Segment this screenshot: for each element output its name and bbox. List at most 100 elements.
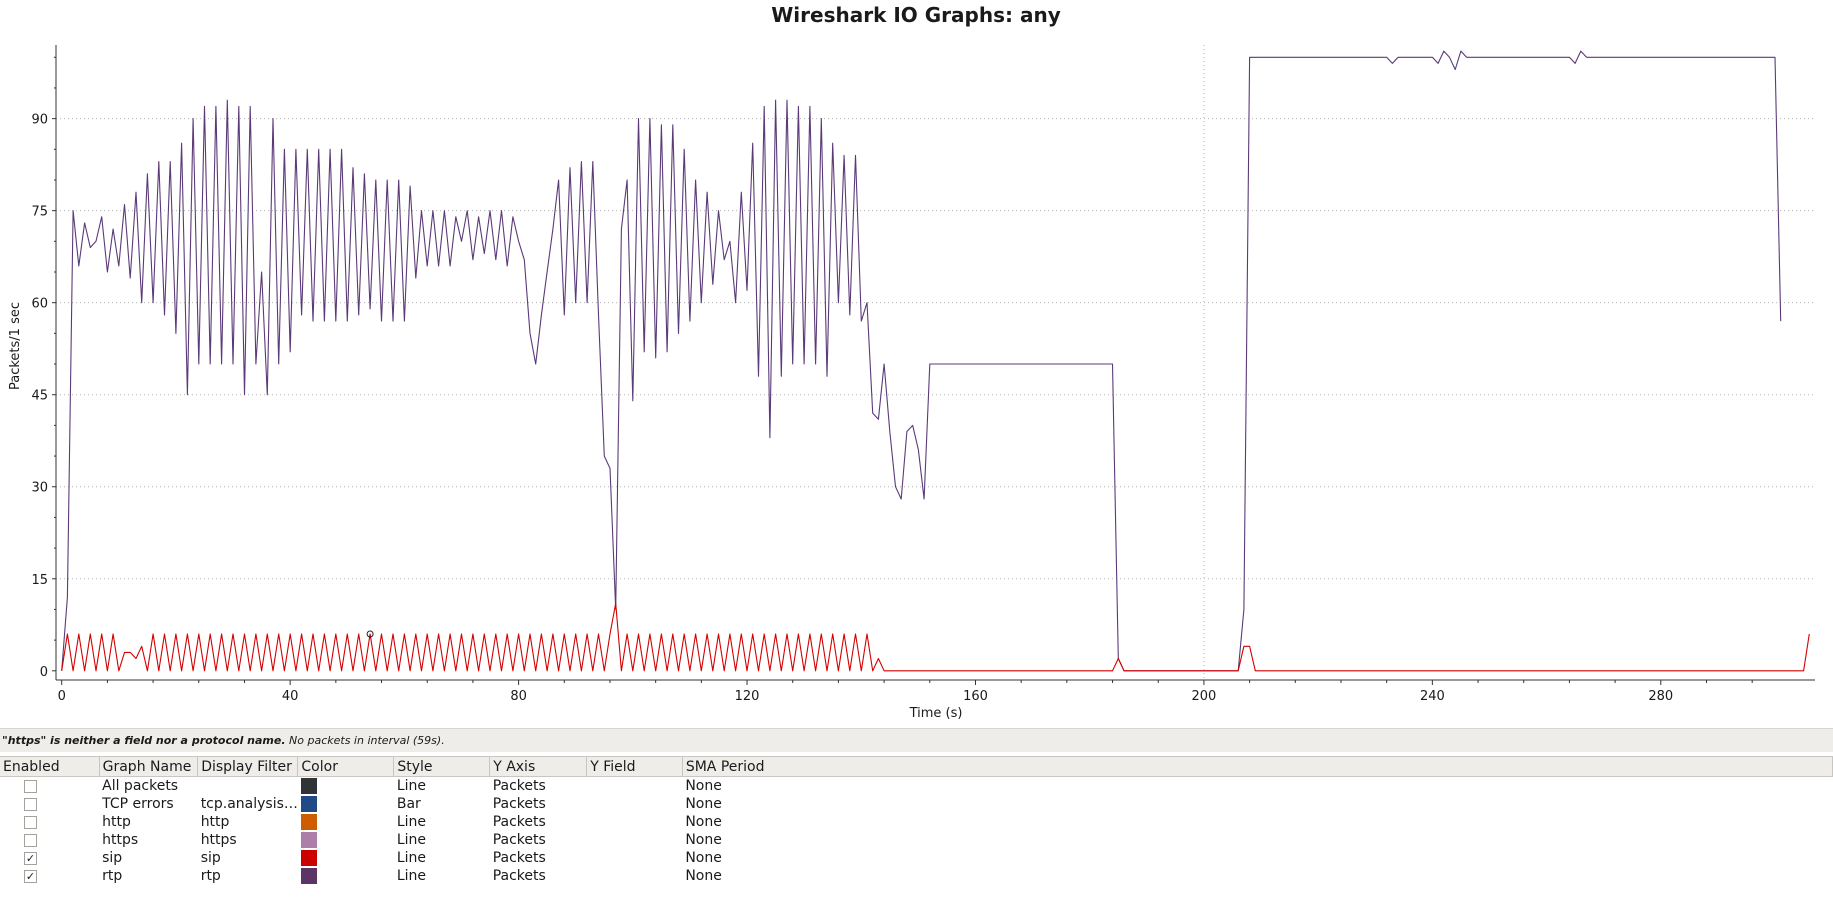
- column-header[interactable]: Color: [297, 756, 395, 777]
- table-header-row: Enabled Graph Name Display Filter Color Styl…: [0, 756, 1833, 777]
- y-axis-cell[interactable]: Packets: [492, 814, 546, 830]
- display-filter-cell[interactable]: [198, 777, 298, 796]
- color-cell[interactable]: [298, 831, 394, 849]
- display-filter-cell[interactable]: https: [200, 832, 237, 848]
- sma-period-cell[interactable]: None: [685, 796, 722, 812]
- style-cell[interactable]: Line: [396, 814, 427, 830]
- color-swatch[interactable]: [300, 778, 317, 794]
- style-cell[interactable]: Line: [396, 868, 427, 884]
- sma-period-cell[interactable]: None: [685, 868, 722, 884]
- checkbox[interactable]: ✓: [24, 869, 37, 883]
- series-point-marker: [366, 630, 374, 638]
- checkbox[interactable]: [24, 833, 37, 847]
- series-line-rtp: [61, 50, 1782, 672]
- y-field-cell[interactable]: [587, 831, 683, 849]
- enabled-checkbox[interactable]: [0, 795, 99, 813]
- color-cell[interactable]: [298, 777, 394, 796]
- column-header[interactable]: Style: [393, 756, 491, 777]
- y-field-cell[interactable]: [587, 867, 683, 885]
- y-field-cell[interactable]: [587, 777, 683, 796]
- status-bar: "https" is neither a field nor a protoco…: [0, 728, 1833, 752]
- enabled-checkbox[interactable]: ✓: [0, 867, 99, 885]
- y-axis-cell[interactable]: Packets: [492, 796, 546, 812]
- display-filter-cell[interactable]: sip: [200, 850, 221, 866]
- column-header[interactable]: Y Field: [586, 756, 683, 777]
- color-swatch[interactable]: [300, 814, 317, 830]
- graph-list: Enabled Graph Name Display Filter Color Styl…: [0, 756, 1833, 901]
- color-cell[interactable]: [298, 849, 394, 867]
- y-tick-label: 90: [31, 113, 48, 128]
- graph-name-cell[interactable]: All packets: [102, 778, 179, 794]
- y-field-cell[interactable]: [587, 813, 683, 831]
- style-cell[interactable]: Bar: [396, 796, 421, 812]
- grid-lines: [56, 45, 1815, 680]
- color-swatch[interactable]: [300, 868, 317, 884]
- style-cell[interactable]: Line: [396, 832, 427, 848]
- table-row[interactable]: https https Line Packets None: [0, 831, 1833, 849]
- x-axis-label: Time (s): [909, 706, 963, 721]
- color-cell[interactable]: [298, 795, 394, 813]
- y-tick-label: 15: [31, 573, 48, 588]
- checkbox[interactable]: [24, 797, 37, 811]
- sma-period-cell[interactable]: None: [685, 850, 722, 866]
- style-cell[interactable]: Line: [396, 778, 427, 794]
- x-tick-label: 40: [282, 689, 299, 704]
- enabled-checkbox[interactable]: [0, 777, 99, 796]
- graph-name-cell[interactable]: sip: [102, 850, 123, 866]
- table-body: All packets Line Packets None TCP errors tcp.…: [0, 777, 1833, 886]
- table-row[interactable]: ✓ sip sip Line Packets None: [0, 849, 1833, 867]
- y-field-cell[interactable]: [587, 795, 683, 813]
- table-row[interactable]: TCP errors tcp.analysis… Bar Packets None: [0, 795, 1833, 813]
- style-cell[interactable]: Line: [396, 850, 427, 866]
- series-line-sip: [61, 602, 1810, 672]
- sma-period-cell[interactable]: None: [685, 814, 722, 830]
- enabled-checkbox[interactable]: ✓: [0, 849, 99, 867]
- enabled-checkbox[interactable]: [0, 831, 99, 849]
- enabled-checkbox[interactable]: [0, 813, 99, 831]
- series-lines: [61, 50, 1810, 672]
- column-header[interactable]: SMA Period: [682, 756, 1833, 777]
- io-graph-canvas[interactable]: Wireshark IO Graphs: any 0 15 30 45 60 75 90 0 4…: [0, 0, 1833, 725]
- color-swatch[interactable]: [300, 832, 317, 848]
- y-axis-cell[interactable]: Packets: [492, 850, 546, 866]
- display-filter-cell[interactable]: tcp.analysis…: [200, 796, 298, 812]
- column-header[interactable]: Enabled: [0, 756, 100, 777]
- y-tick-label: 30: [31, 481, 48, 496]
- io-graph-plot[interactable]: Wireshark IO Graphs: any 0 15 30 45 60 75 90 0 4…: [0, 0, 1833, 725]
- graph-name-cell[interactable]: TCP errors: [102, 796, 174, 812]
- color-cell[interactable]: [298, 867, 394, 885]
- color-swatch[interactable]: [300, 850, 317, 866]
- graph-name-cell[interactable]: rtp: [102, 868, 123, 884]
- graph-name-cell[interactable]: https: [102, 832, 139, 848]
- y-axis-cell[interactable]: Packets: [492, 778, 546, 794]
- display-filter-cell[interactable]: http: [200, 814, 230, 830]
- column-header[interactable]: Graph Name: [99, 756, 199, 777]
- graph-name-cell[interactable]: http: [102, 814, 131, 830]
- column-header[interactable]: Y Axis: [489, 756, 588, 777]
- y-axis-cell[interactable]: Packets: [492, 868, 546, 884]
- x-tick-label: 200: [1192, 689, 1217, 704]
- x-tick-label: 160: [963, 689, 988, 704]
- table-row[interactable]: ✓ rtp rtp Line Packets None: [0, 867, 1833, 885]
- color-swatch[interactable]: [300, 796, 317, 812]
- checkbox[interactable]: [24, 815, 37, 829]
- checkbox[interactable]: [24, 779, 37, 793]
- x-tick-label: 0: [58, 689, 66, 704]
- x-tick-label: 80: [510, 689, 527, 704]
- display-filter-cell[interactable]: rtp: [200, 868, 221, 884]
- x-tick-label: 280: [1648, 689, 1673, 704]
- checkbox[interactable]: ✓: [24, 851, 37, 865]
- graph-table: Enabled Graph Name Display Filter Color Styl…: [0, 756, 1833, 885]
- sma-period-cell[interactable]: None: [685, 778, 722, 794]
- x-tick-label: 120: [735, 689, 760, 704]
- sma-period-cell[interactable]: None: [685, 832, 722, 848]
- y-axis-cell[interactable]: Packets: [492, 832, 546, 848]
- color-cell[interactable]: [298, 813, 394, 831]
- table-row[interactable]: All packets Line Packets None: [0, 777, 1833, 796]
- table-row[interactable]: http http Line Packets None: [0, 813, 1833, 831]
- column-header[interactable]: Display Filter: [197, 756, 299, 777]
- axes: 0 15 30 45 60 75 90 0 40 80 120 160 200 240 280: [31, 45, 1815, 704]
- y-field-cell[interactable]: [587, 849, 683, 867]
- y-tick-label: 0: [40, 665, 48, 680]
- y-tick-label: 45: [31, 389, 48, 404]
